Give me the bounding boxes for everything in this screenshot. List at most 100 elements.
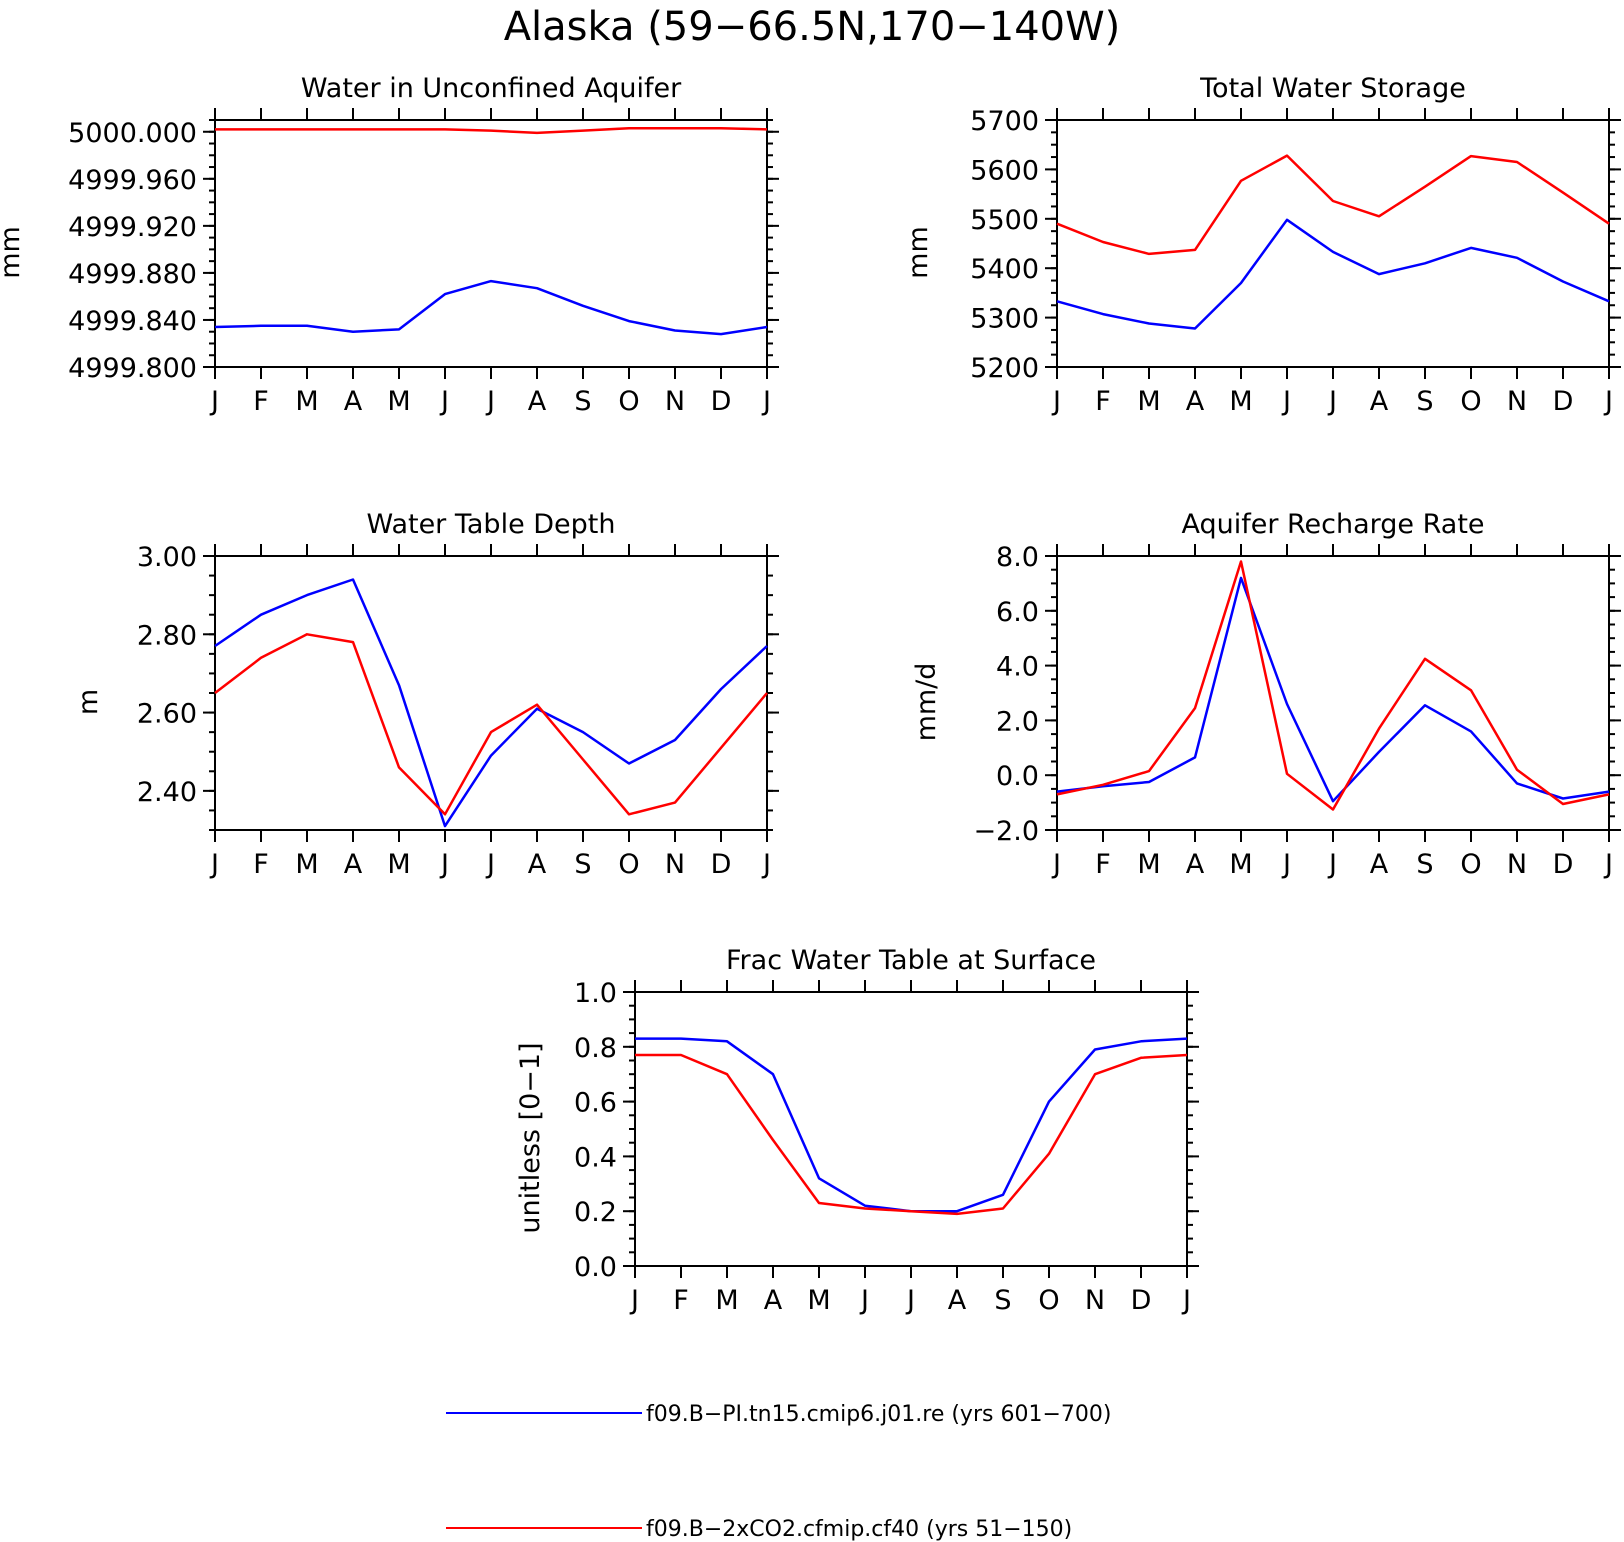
y-tick-label: 5700: [970, 106, 1039, 137]
y-tick-label: 2.80: [137, 620, 197, 651]
y-tick-label: 3.00: [137, 542, 197, 573]
x-tick-label: M: [1229, 849, 1252, 880]
x-tick-label: J: [1327, 386, 1337, 417]
x-tick-label: M: [295, 386, 318, 417]
series-line-blue: [1056, 576, 1610, 803]
x-tick-label: F: [253, 386, 269, 417]
plot-frame: [214, 119, 768, 368]
plot-frame: [1056, 119, 1610, 368]
x-tick-label: J: [859, 1285, 869, 1316]
x-tick-label: D: [1131, 1285, 1152, 1316]
x-tick-label: N: [1507, 386, 1527, 417]
x-tick-label: J: [1281, 849, 1291, 880]
y-tick-label: 5200: [970, 353, 1039, 384]
x-tick-label: M: [715, 1285, 738, 1316]
x-tick-label: N: [665, 386, 685, 417]
x-tick-label: F: [253, 849, 269, 880]
x-tick-label: O: [618, 849, 639, 880]
y-tick-label: 4999.960: [68, 165, 197, 196]
panel-title: Water Table Depth: [366, 509, 615, 540]
series-line-red: [215, 126, 768, 135]
series-line-red: [1056, 154, 1610, 256]
y-axis-label: unitless [0−1]: [515, 1042, 546, 1233]
series-line-blue: [1056, 218, 1610, 330]
series-line-red: [1056, 560, 1610, 811]
y-tick-label: 0.0: [996, 761, 1039, 792]
y-tick-label: −2.0: [973, 816, 1039, 847]
series-line-blue: [214, 279, 768, 336]
x-tick-label: J: [1281, 386, 1291, 417]
x-tick-label: J: [761, 849, 771, 880]
y-tick-label: 4999.920: [68, 212, 197, 243]
y-tick-label: 2.40: [137, 777, 197, 808]
x-tick-label: O: [1038, 1285, 1059, 1316]
panel-title: Frac Water Table at Surface: [726, 945, 1096, 976]
panel-title: Total Water Storage: [1199, 73, 1466, 104]
x-tick-label: A: [528, 849, 547, 880]
x-tick-label: A: [1186, 849, 1205, 880]
x-tick-label: M: [387, 849, 410, 880]
series-line-blue: [635, 1037, 1188, 1213]
x-tick-label: D: [1553, 849, 1574, 880]
series-line-red: [214, 633, 768, 816]
x-tick-label: O: [1460, 386, 1481, 417]
legend-label-red: f09.B−2xCO2.cfmip.cf40 (yrs 51−150): [646, 1517, 1072, 1542]
y-tick-label: 5500: [970, 205, 1039, 236]
x-tick-label: J: [1603, 386, 1613, 417]
x-tick-label: A: [948, 1285, 967, 1316]
x-tick-label: J: [1603, 849, 1613, 880]
x-tick-label: N: [1085, 1285, 1105, 1316]
x-tick-label: J: [209, 849, 219, 880]
panel-title: Aquifer Recharge Rate: [1181, 509, 1484, 540]
x-tick-label: S: [574, 386, 591, 417]
y-tick-label: 0.8: [574, 1033, 617, 1064]
y-tick-label: 1.0: [574, 978, 617, 1009]
y-tick-label: 0.6: [574, 1088, 617, 1119]
plot-frame: [214, 555, 768, 831]
x-tick-label: A: [1370, 386, 1389, 417]
y-tick-label: 6.0: [996, 597, 1039, 628]
series-line-red: [635, 1053, 1188, 1216]
series-line-blue: [214, 578, 768, 828]
x-tick-label: J: [761, 386, 771, 417]
x-tick-label: O: [618, 386, 639, 417]
x-tick-label: J: [1181, 1285, 1191, 1316]
y-axis-label: mm: [903, 226, 934, 279]
x-tick-label: J: [485, 849, 495, 880]
x-tick-label: F: [673, 1285, 689, 1316]
x-tick-label: N: [665, 849, 685, 880]
y-tick-label: 5600: [970, 155, 1039, 186]
legend: f09.B−PI.tn15.cmip6.j01.re (yrs 601−700)…: [446, 1402, 1111, 1542]
x-tick-label: J: [1051, 386, 1061, 417]
x-tick-label: A: [528, 386, 547, 417]
x-tick-label: M: [387, 386, 410, 417]
y-axis-label: mm: [0, 226, 26, 279]
y-tick-label: 4999.840: [68, 306, 197, 337]
x-tick-label: A: [344, 849, 363, 880]
x-tick-label: M: [807, 1285, 830, 1316]
plot-frame: [1056, 555, 1610, 831]
panel-title: Water in Unconfined Aquifer: [301, 73, 682, 104]
x-tick-label: S: [1416, 386, 1433, 417]
x-tick-label: A: [764, 1285, 783, 1316]
y-tick-label: 0.0: [574, 1252, 617, 1283]
y-tick-label: 4.0: [996, 652, 1039, 683]
x-tick-label: S: [994, 1285, 1011, 1316]
y-tick-label: 2.0: [996, 706, 1039, 737]
x-tick-label: J: [1327, 849, 1337, 880]
panel-frac-water-table-at-surface: Frac Water Table at Surface unitless [0−1…: [515, 945, 1199, 1316]
y-axis-label: m: [73, 689, 104, 715]
x-tick-label: J: [905, 1285, 915, 1316]
x-tick-label: A: [344, 386, 363, 417]
y-axis-label: mm/d: [911, 663, 942, 742]
x-tick-label: J: [439, 849, 449, 880]
x-tick-label: A: [1370, 849, 1389, 880]
x-tick-label: S: [574, 849, 591, 880]
y-tick-label: 0.2: [574, 1197, 617, 1228]
legend-label-blue: f09.B−PI.tn15.cmip6.j01.re (yrs 601−700): [646, 1402, 1111, 1427]
